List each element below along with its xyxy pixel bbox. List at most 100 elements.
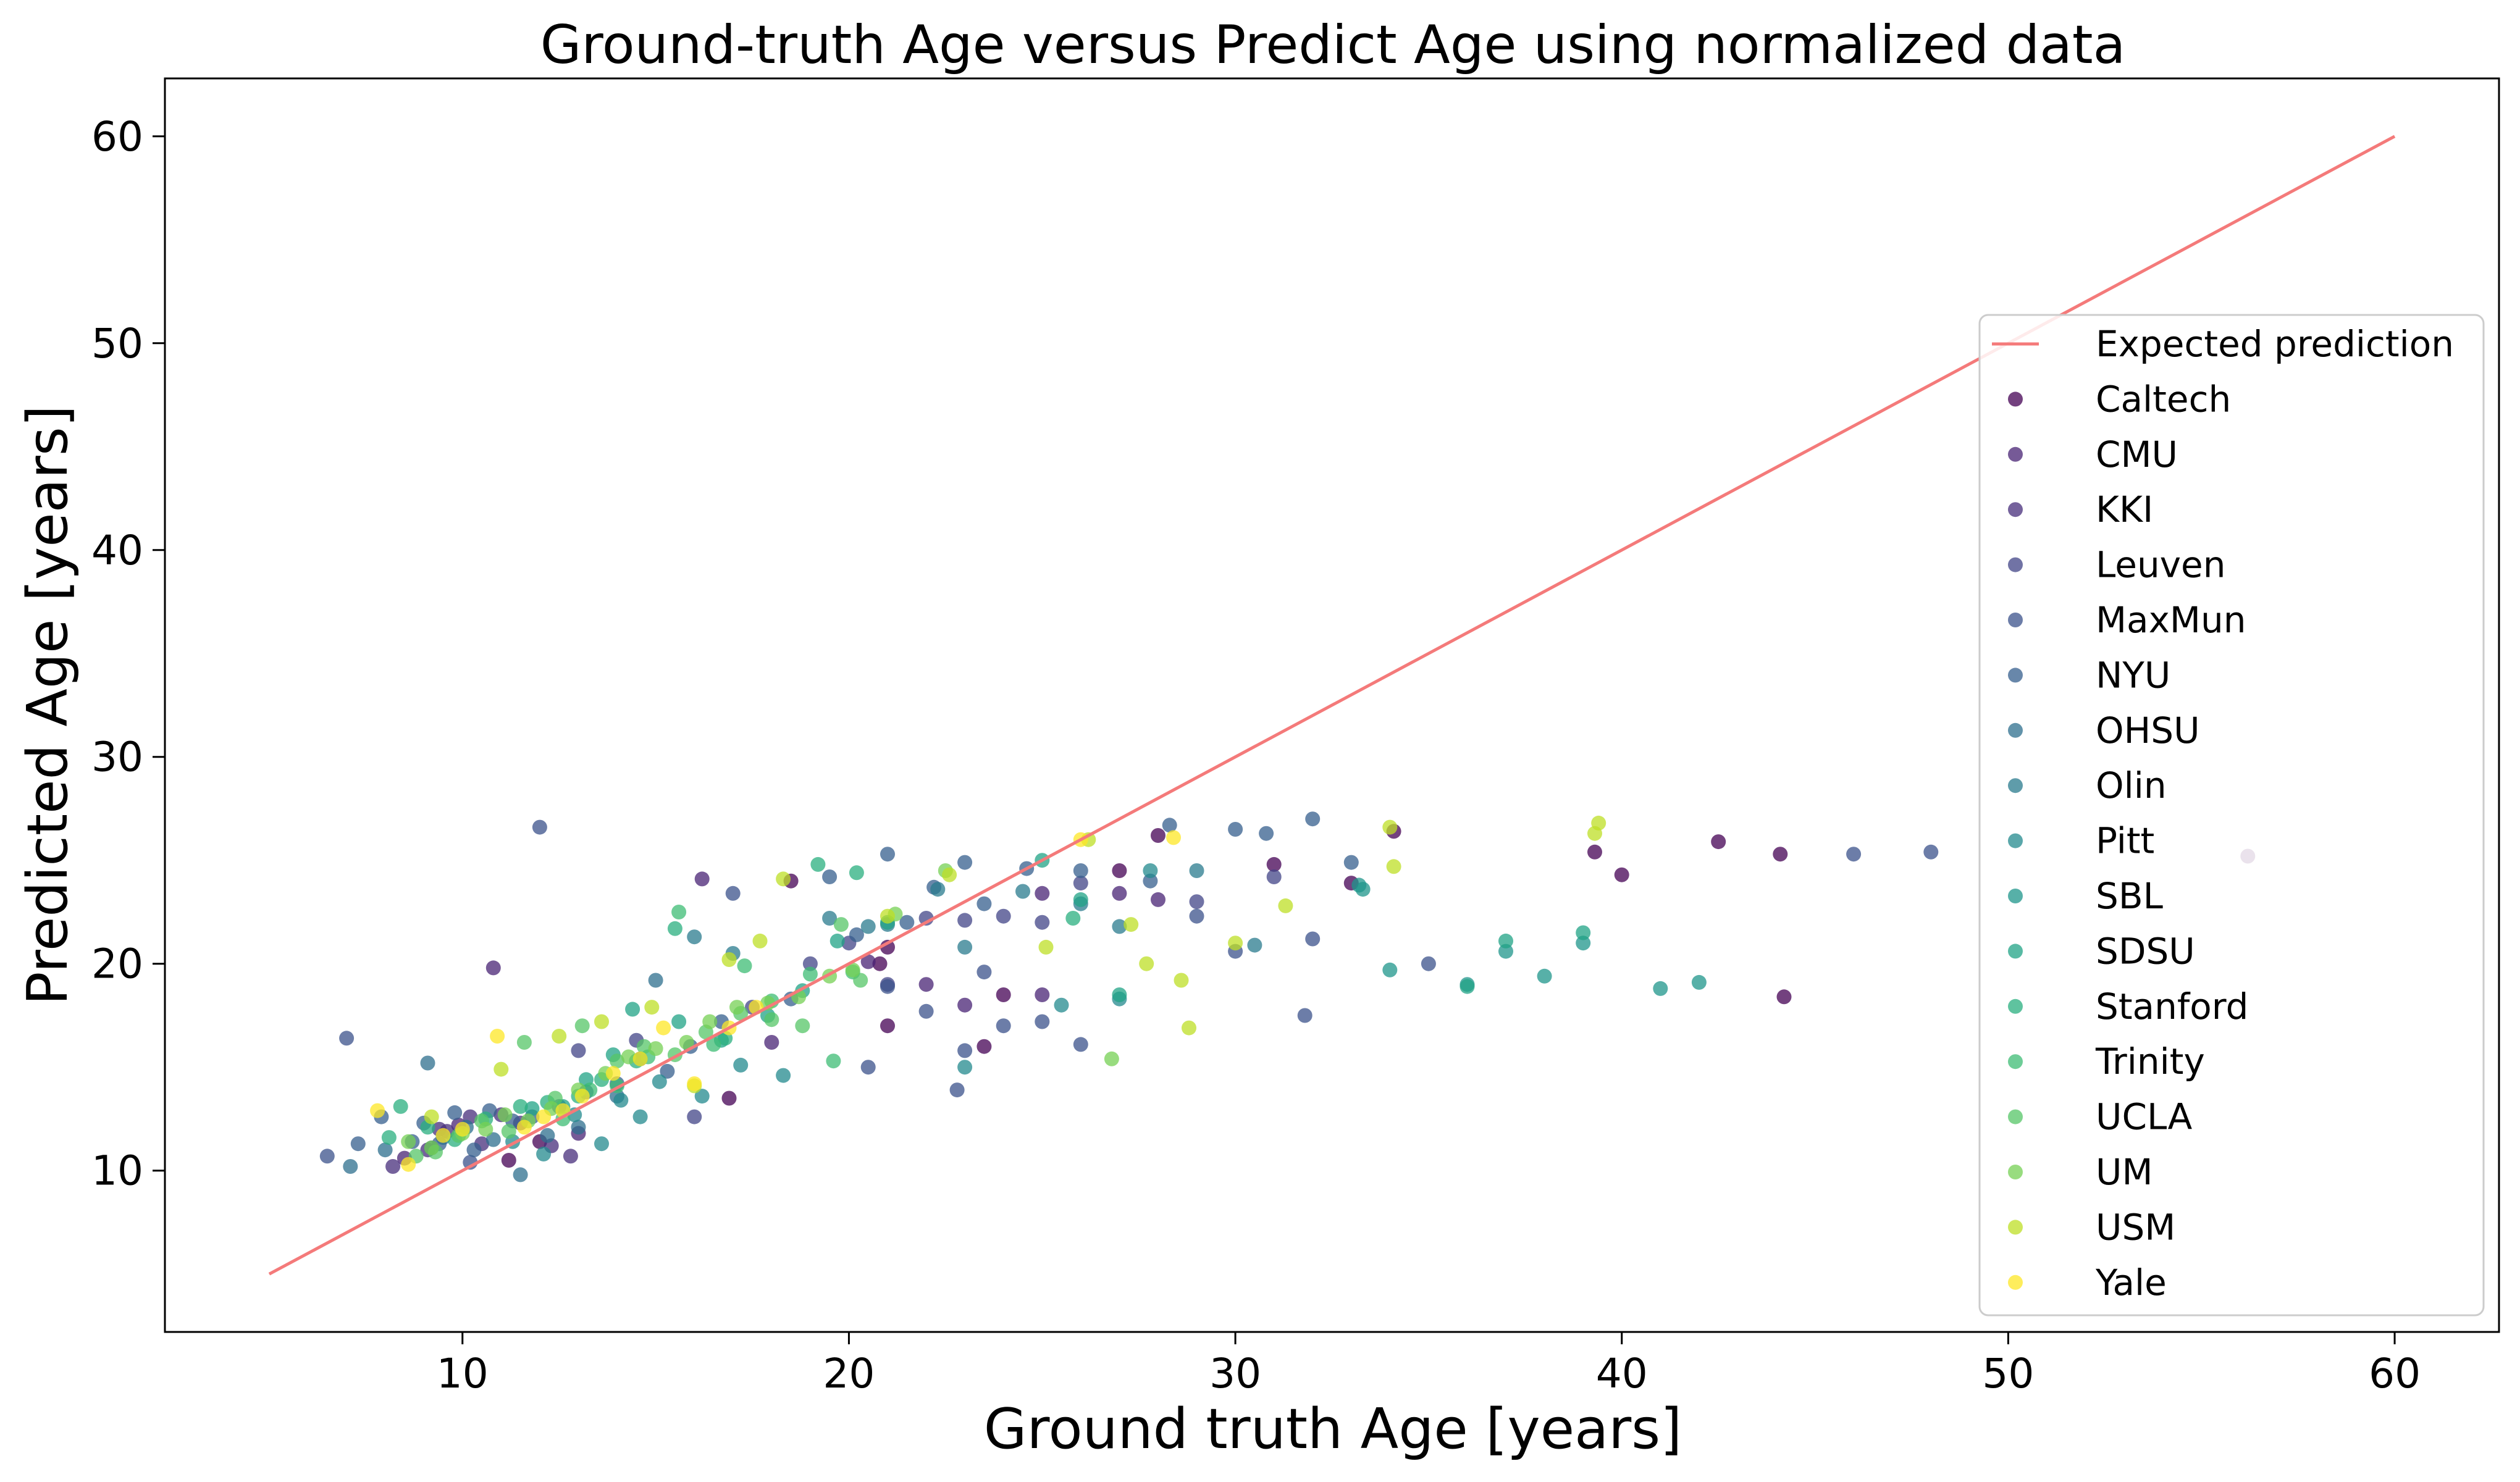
- point-usm-17: [1228, 936, 1243, 951]
- point-ucla-14: [795, 1018, 810, 1034]
- point-trinity-6: [737, 958, 752, 974]
- point-usm-15: [1174, 973, 1189, 988]
- point-stanford-13: [849, 865, 864, 881]
- point-sbl-7: [1653, 981, 1668, 996]
- point-stanford-10: [667, 921, 682, 936]
- point-um-9: [621, 1049, 636, 1065]
- point-pitt-6: [652, 1074, 667, 1089]
- point-ohsu-5: [485, 1132, 501, 1147]
- y-tick-label-10: 10: [91, 1147, 143, 1195]
- point-ucla-15: [833, 917, 849, 932]
- point-caltech-4: [872, 956, 888, 971]
- point-sdsu-14: [1460, 979, 1475, 994]
- point-pitt-13: [1143, 863, 1158, 878]
- legend-marker-yale: [2008, 1275, 2023, 1290]
- point-sdsu-16: [1576, 925, 1591, 940]
- point-um-12: [702, 1014, 718, 1029]
- point-yale-1: [401, 1157, 416, 1172]
- point-usm-13: [1124, 917, 1139, 932]
- y-axis: 10 20 30 40 50 60: [91, 113, 165, 1195]
- point-ohsu-8: [571, 1120, 586, 1135]
- legend-label-nyu: NYU: [2096, 654, 2170, 696]
- point-caltech-7: [976, 1039, 992, 1054]
- point-maxmun-11: [976, 965, 992, 980]
- point-cmu-2: [485, 960, 501, 976]
- point-caltech-0: [501, 1153, 516, 1168]
- legend-label-olin: Olin: [2096, 764, 2167, 806]
- point-nyu-31: [1305, 811, 1321, 827]
- point-nyu-24: [976, 896, 992, 911]
- point-nyu-29: [1228, 822, 1243, 837]
- point-nyu-32: [1343, 855, 1359, 870]
- point-maxmun-6: [860, 1060, 876, 1075]
- legend-label-usm: USM: [2096, 1206, 2175, 1248]
- point-caltech-10: [1151, 828, 1166, 843]
- point-usm-1: [494, 1061, 509, 1077]
- legend-label-cmu: CMU: [2096, 433, 2178, 475]
- x-tick-label-20: 20: [823, 1350, 875, 1397]
- point-usm-10: [942, 867, 957, 882]
- point-stanford-14: [1065, 911, 1081, 926]
- point-leuven-4: [802, 956, 818, 971]
- legend-marker-olin: [2008, 778, 2023, 793]
- point-leuven-11: [1073, 876, 1088, 891]
- legend-marker-ohsu: [2008, 722, 2023, 738]
- point-stanford-0: [381, 1130, 397, 1145]
- point-olin-6: [957, 939, 973, 955]
- point-olin-3: [860, 919, 876, 934]
- point-olin-10: [1189, 863, 1204, 878]
- x-axis-label: Ground truth Age [years]: [984, 1397, 1682, 1462]
- x-tick-label-30: 30: [1209, 1350, 1261, 1397]
- point-maxmun-18: [1305, 931, 1321, 947]
- point-trinity-5: [706, 1037, 721, 1052]
- point-sbl-6: [1576, 936, 1591, 951]
- point-pitt-11: [1054, 997, 1069, 1013]
- x-tick-label-60: 60: [2369, 1350, 2421, 1397]
- point-caltech-18: [1776, 989, 1792, 1005]
- point-caltech-2: [721, 1091, 737, 1106]
- legend-label-expected-prediction: Expected prediction: [2096, 323, 2454, 365]
- point-usm-0: [424, 1109, 439, 1124]
- point-pitt-9: [776, 1068, 791, 1083]
- point-ucla-16: [853, 973, 868, 988]
- point-usm-7: [752, 933, 768, 948]
- point-pitt-4: [613, 1092, 629, 1108]
- point-usm-11: [1038, 939, 1054, 955]
- point-maxmun-14: [1073, 1037, 1088, 1052]
- point-leuven-12: [1189, 894, 1204, 910]
- legend-marker-nyu: [2008, 668, 2023, 683]
- point-nyu-26: [1073, 863, 1088, 878]
- point-maxmun-7: [880, 979, 895, 994]
- point-usm-4: [644, 1000, 660, 1015]
- point-usm-3: [594, 1014, 609, 1029]
- point-ohsu-2: [420, 1055, 435, 1071]
- point-maxmun-19: [1421, 956, 1436, 971]
- point-maxmun-0: [319, 1149, 335, 1164]
- point-maxmun-9: [949, 1082, 965, 1098]
- legend-label-maxmun: MaxMun: [2096, 599, 2246, 641]
- point-caltech-11: [1266, 856, 1282, 872]
- point-nyu-5: [447, 1105, 463, 1120]
- point-cmu-8: [957, 997, 973, 1013]
- legend-label-ohsu: OHSU: [2096, 710, 2200, 751]
- point-um-13: [729, 1000, 744, 1015]
- legend-label-um: UM: [2096, 1151, 2153, 1193]
- point-kki-8: [563, 1149, 578, 1164]
- point-yale-12: [687, 1076, 702, 1091]
- x-tick-label-10: 10: [437, 1350, 489, 1397]
- x-tick-label-40: 40: [1596, 1350, 1648, 1397]
- point-sbl-8: [1691, 974, 1707, 990]
- y-axis-label: Predicted Age [years]: [15, 405, 80, 1005]
- point-yale-0: [370, 1103, 385, 1118]
- point-yale-6: [536, 1109, 552, 1124]
- legend-label-pitt: Pitt: [2096, 820, 2154, 862]
- point-maxmun-17: [1297, 1008, 1312, 1023]
- legend-marker-stanford: [2008, 998, 2023, 1014]
- point-nyu-20: [880, 847, 895, 862]
- point-ucla-5: [516, 1035, 532, 1050]
- point-stanford-12: [810, 856, 826, 872]
- point-leuven-9: [996, 908, 1011, 924]
- point-sbl-2: [1382, 962, 1398, 978]
- point-caltech-14: [1587, 844, 1602, 860]
